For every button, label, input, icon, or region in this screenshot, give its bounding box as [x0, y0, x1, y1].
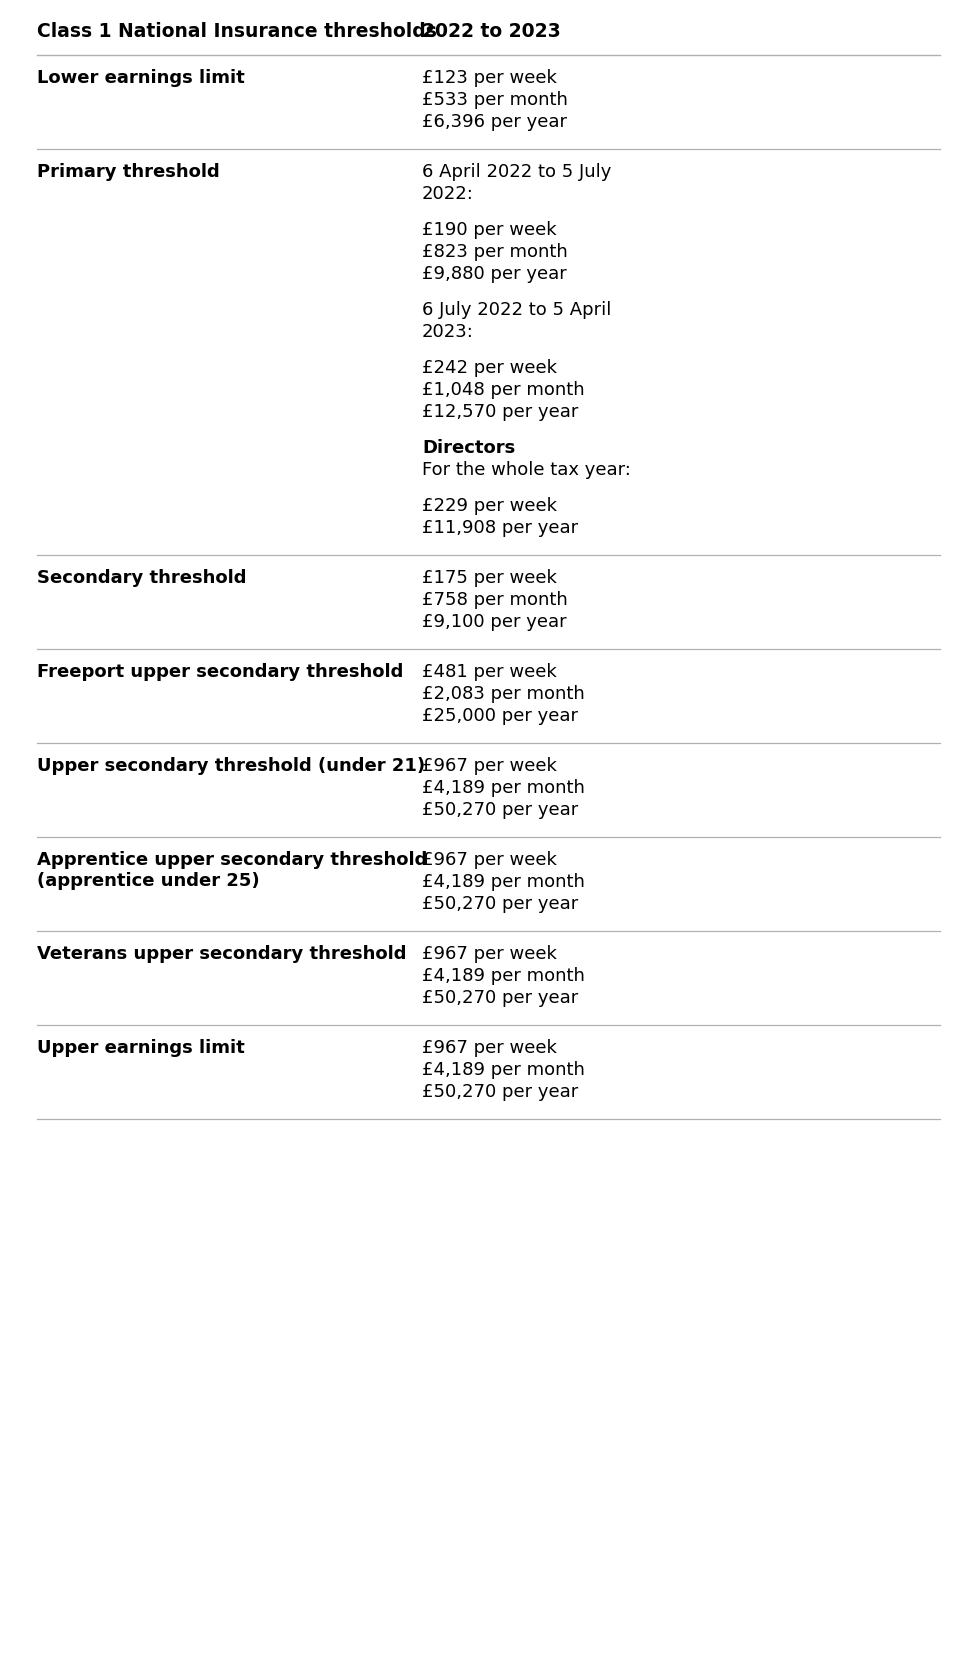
- Text: £9,100 per year: £9,100 per year: [422, 613, 567, 631]
- Text: Apprentice upper secondary threshold
(apprentice under 25): Apprentice upper secondary threshold (ap…: [37, 851, 428, 890]
- Text: £229 per week: £229 per week: [422, 496, 557, 515]
- Text: £4,189 per month: £4,189 per month: [422, 966, 585, 985]
- Text: 2023:: 2023:: [422, 323, 474, 342]
- Text: £533 per month: £533 per month: [422, 92, 568, 108]
- Text: £2,083 per month: £2,083 per month: [422, 685, 585, 703]
- Text: £4,189 per month: £4,189 per month: [422, 873, 585, 891]
- Text: £50,270 per year: £50,270 per year: [422, 801, 578, 820]
- Text: £175 per week: £175 per week: [422, 570, 557, 586]
- Text: £967 per week: £967 per week: [422, 756, 557, 775]
- Text: £967 per week: £967 per week: [422, 945, 557, 963]
- Text: 6 April 2022 to 5 July: 6 April 2022 to 5 July: [422, 163, 611, 182]
- Text: £11,908 per year: £11,908 per year: [422, 520, 578, 536]
- Text: £12,570 per year: £12,570 per year: [422, 403, 578, 421]
- Text: £50,270 per year: £50,270 per year: [422, 1083, 578, 1101]
- Text: £242 per week: £242 per week: [422, 358, 557, 377]
- Text: Upper earnings limit: Upper earnings limit: [37, 1040, 245, 1056]
- Text: £481 per week: £481 per week: [422, 663, 557, 681]
- Text: Class 1 National Insurance thresholds: Class 1 National Insurance thresholds: [37, 22, 436, 42]
- Text: £4,189 per month: £4,189 per month: [422, 780, 585, 796]
- Text: Primary threshold: Primary threshold: [37, 163, 220, 182]
- Text: Veterans upper secondary threshold: Veterans upper secondary threshold: [37, 945, 406, 963]
- Text: 2022:: 2022:: [422, 185, 474, 203]
- Text: Upper secondary threshold (under 21): Upper secondary threshold (under 21): [37, 756, 425, 775]
- Text: £967 per week: £967 per week: [422, 1040, 557, 1056]
- Text: £4,189 per month: £4,189 per month: [422, 1061, 585, 1080]
- Text: £1,048 per month: £1,048 per month: [422, 382, 584, 398]
- Text: £50,270 per year: £50,270 per year: [422, 990, 578, 1006]
- Text: £50,270 per year: £50,270 per year: [422, 895, 578, 913]
- Text: Lower earnings limit: Lower earnings limit: [37, 68, 245, 87]
- Text: 6 July 2022 to 5 April: 6 July 2022 to 5 April: [422, 302, 611, 318]
- Text: £25,000 per year: £25,000 per year: [422, 706, 578, 725]
- Text: Secondary threshold: Secondary threshold: [37, 570, 247, 586]
- Text: £967 per week: £967 per week: [422, 851, 557, 870]
- Text: 2022 to 2023: 2022 to 2023: [422, 22, 561, 42]
- Text: £9,880 per year: £9,880 per year: [422, 265, 567, 283]
- Text: £123 per week: £123 per week: [422, 68, 557, 87]
- Text: £823 per month: £823 per month: [422, 243, 568, 262]
- Text: £6,396 per year: £6,396 per year: [422, 113, 567, 132]
- Text: £758 per month: £758 per month: [422, 591, 568, 610]
- Text: Directors: Directors: [422, 440, 515, 456]
- Text: Freeport upper secondary threshold: Freeport upper secondary threshold: [37, 663, 403, 681]
- Text: For the whole tax year:: For the whole tax year:: [422, 461, 631, 480]
- Text: £190 per week: £190 per week: [422, 222, 557, 238]
